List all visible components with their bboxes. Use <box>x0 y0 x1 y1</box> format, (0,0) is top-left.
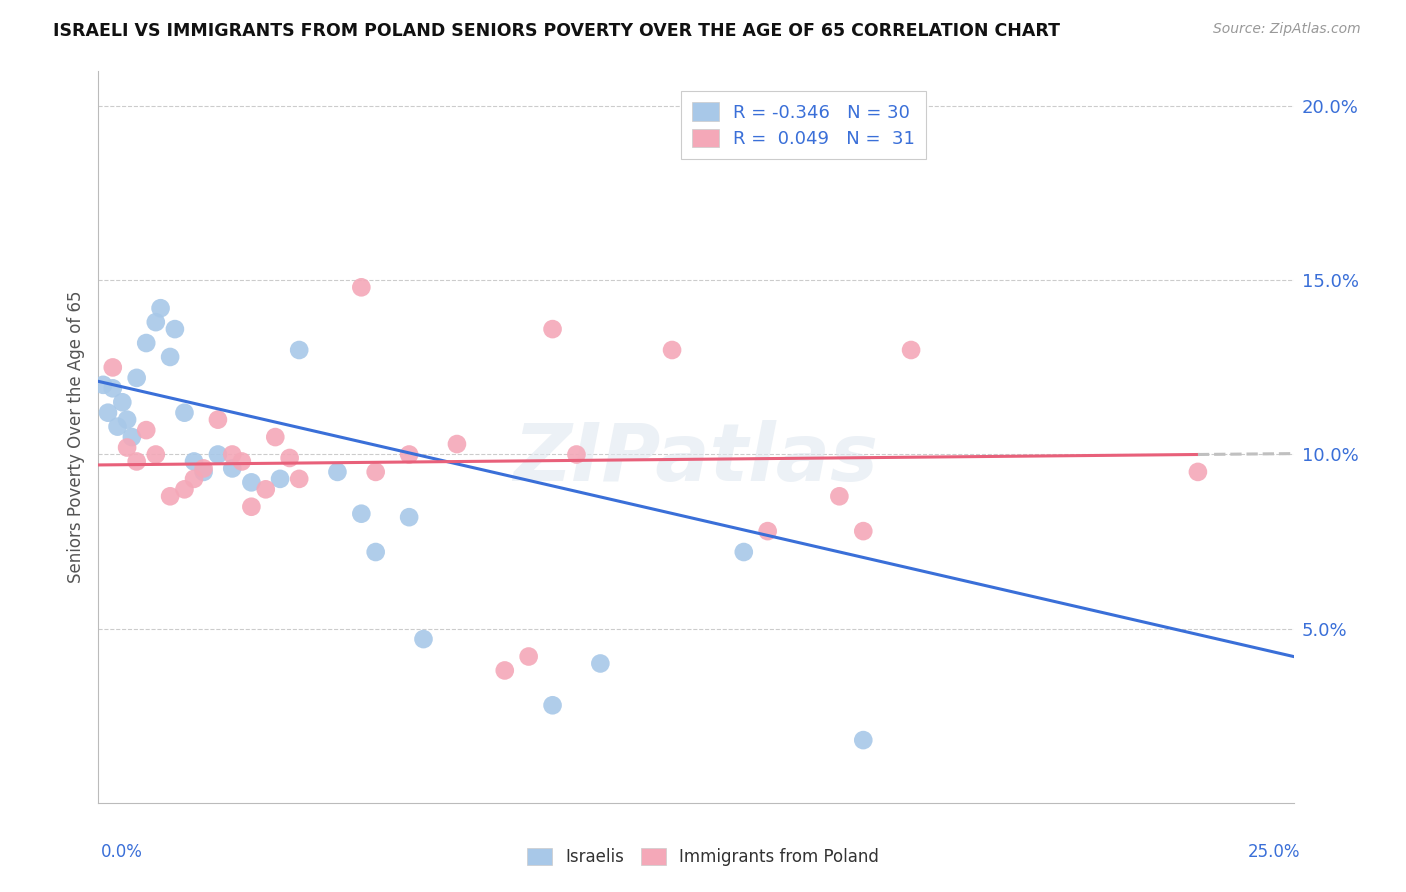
Y-axis label: Seniors Poverty Over the Age of 65: Seniors Poverty Over the Age of 65 <box>66 291 84 583</box>
Legend: R = -0.346   N = 30, R =  0.049   N =  31: R = -0.346 N = 30, R = 0.049 N = 31 <box>681 91 927 159</box>
Point <box>97 406 120 420</box>
Point <box>494 664 516 678</box>
Text: Source: ZipAtlas.com: Source: ZipAtlas.com <box>1213 22 1361 37</box>
Point <box>278 450 301 465</box>
Point <box>326 465 349 479</box>
Point <box>135 336 157 351</box>
Point <box>852 524 875 538</box>
Legend: Israelis, Immigrants from Poland: Israelis, Immigrants from Poland <box>520 841 886 873</box>
Point <box>173 406 195 420</box>
Point <box>173 483 195 497</box>
Point <box>193 461 215 475</box>
Point <box>288 472 311 486</box>
Point <box>589 657 612 671</box>
Point <box>364 545 387 559</box>
Point <box>398 510 420 524</box>
Point <box>517 649 540 664</box>
Point <box>350 507 373 521</box>
Point <box>91 377 114 392</box>
Text: ZIPatlas: ZIPatlas <box>513 420 879 498</box>
Point <box>183 454 205 468</box>
Point <box>221 448 243 462</box>
Point <box>101 360 124 375</box>
Point <box>661 343 683 357</box>
Point <box>107 419 129 434</box>
Point <box>1187 465 1209 479</box>
Point <box>145 315 167 329</box>
Point <box>115 441 138 455</box>
Point <box>269 472 291 486</box>
Point <box>193 465 215 479</box>
Point <box>149 301 172 316</box>
Point <box>541 698 564 713</box>
Point <box>264 430 287 444</box>
Point <box>159 350 181 364</box>
Point <box>159 489 181 503</box>
Point <box>183 472 205 486</box>
Point <box>163 322 186 336</box>
Point <box>101 381 124 395</box>
Text: 25.0%: 25.0% <box>1249 843 1301 861</box>
Point <box>145 448 167 462</box>
Point <box>541 322 564 336</box>
Point <box>111 395 134 409</box>
Point <box>121 430 143 444</box>
Text: ISRAELI VS IMMIGRANTS FROM POLAND SENIORS POVERTY OVER THE AGE OF 65 CORRELATION: ISRAELI VS IMMIGRANTS FROM POLAND SENIOR… <box>53 22 1060 40</box>
Point <box>828 489 851 503</box>
Point <box>125 454 148 468</box>
Point <box>756 524 779 538</box>
Point <box>733 545 755 559</box>
Point <box>115 412 138 426</box>
Point <box>288 343 311 357</box>
Point <box>900 343 922 357</box>
Point <box>364 465 387 479</box>
Point <box>412 632 434 646</box>
Point <box>125 371 148 385</box>
Point <box>207 412 229 426</box>
Point <box>852 733 875 747</box>
Point <box>221 461 243 475</box>
Point <box>240 475 263 490</box>
Point <box>207 448 229 462</box>
Point <box>398 448 420 462</box>
Point <box>446 437 468 451</box>
Point <box>240 500 263 514</box>
Point <box>565 448 588 462</box>
Point <box>135 423 157 437</box>
Point <box>231 454 253 468</box>
Point <box>254 483 277 497</box>
Point <box>350 280 373 294</box>
Text: 0.0%: 0.0% <box>101 843 143 861</box>
